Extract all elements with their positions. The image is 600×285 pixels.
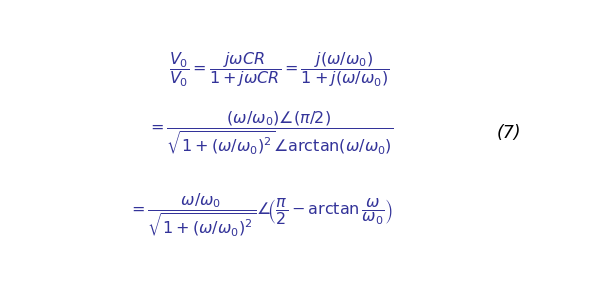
Text: (7): (7) [497,124,521,142]
Text: $\dfrac{V_0}{V_0} = \dfrac{j\omega CR}{1+j\omega CR} = \dfrac{j(\omega/\omega_0): $\dfrac{V_0}{V_0} = \dfrac{j\omega CR}{1… [169,50,390,89]
Text: $= \dfrac{\omega/\omega_0}{\sqrt{1+(\omega/\omega_0)^2}}\angle\!\left(\dfrac{\pi: $= \dfrac{\omega/\omega_0}{\sqrt{1+(\ome… [128,191,394,237]
Text: $= \dfrac{(\omega/\omega_0)\angle(\pi/2)}{\sqrt{1+(\omega/\omega_0)^2}\angle\arc: $= \dfrac{(\omega/\omega_0)\angle(\pi/2)… [147,109,394,157]
